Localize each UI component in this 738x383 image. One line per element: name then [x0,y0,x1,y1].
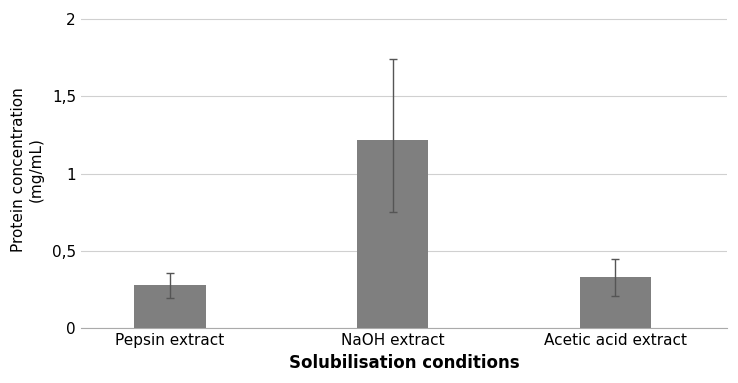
Bar [580,277,651,329]
X-axis label: Solubilisation conditions: Solubilisation conditions [289,354,519,372]
Bar [134,285,206,329]
Y-axis label: Protein concentration
(mg/mL): Protein concentration (mg/mL) [11,87,44,252]
Bar [357,140,428,329]
